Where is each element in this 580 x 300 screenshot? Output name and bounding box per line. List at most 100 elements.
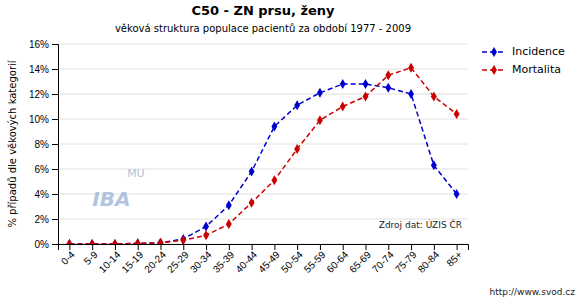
grid-line bbox=[58, 144, 468, 145]
y-tick: 8% bbox=[35, 139, 58, 150]
x-tick-mark bbox=[457, 244, 458, 250]
y-tick-mark bbox=[52, 144, 58, 145]
watermark: IBA bbox=[92, 187, 130, 211]
x-tick-label: 65-69 bbox=[347, 249, 373, 275]
series-line bbox=[69, 84, 456, 244]
legend-item: Mortalita bbox=[482, 63, 561, 76]
x-tick-mark bbox=[138, 244, 139, 250]
grid-line bbox=[58, 119, 468, 120]
x-tick: 50-54 bbox=[279, 244, 305, 275]
y-axis-line bbox=[52, 45, 59, 245]
watermark: MU bbox=[127, 167, 145, 180]
point bbox=[158, 238, 164, 244]
x-tick-mark bbox=[161, 244, 162, 250]
y-tick-label: 14% bbox=[29, 64, 49, 75]
y-tick: 14% bbox=[29, 64, 58, 75]
x-tick: 75-79 bbox=[393, 244, 419, 275]
y-tick-mark bbox=[52, 169, 58, 170]
x-tick-label: 40-44 bbox=[233, 249, 259, 275]
y-tick: 0% bbox=[35, 239, 58, 250]
x-tick: 15-19 bbox=[119, 244, 145, 275]
x-tick-mark bbox=[92, 244, 93, 250]
legend-label: Mortalita bbox=[512, 63, 561, 76]
point bbox=[408, 63, 414, 73]
y-tick-label: 4% bbox=[35, 189, 50, 200]
x-tick: 40-44 bbox=[233, 244, 259, 275]
point bbox=[317, 88, 323, 98]
x-tick-label: 55-59 bbox=[302, 249, 328, 275]
x-tick: 25-29 bbox=[165, 244, 191, 275]
x-tick-mark bbox=[366, 244, 367, 250]
url-note: http://www.svod.cz bbox=[490, 287, 576, 297]
x-axis: 0-45-910-1415-1920-2425-2930-3435-3940-4… bbox=[59, 244, 469, 275]
x-tick-label: 50-54 bbox=[279, 249, 305, 275]
point bbox=[271, 121, 277, 131]
series bbox=[66, 63, 459, 244]
point bbox=[226, 200, 232, 210]
y-tick: 6% bbox=[35, 164, 58, 175]
y-tick-mark bbox=[52, 219, 58, 220]
x-tick: 65-69 bbox=[347, 244, 373, 275]
point bbox=[249, 198, 255, 208]
y-tick-mark bbox=[52, 194, 58, 195]
x-tick-mark bbox=[115, 244, 116, 250]
x-tick-mark bbox=[434, 244, 435, 250]
point bbox=[112, 239, 118, 244]
chart: C50 - ZN prsu, ženy věková struktura popu… bbox=[0, 0, 580, 300]
y-tick-label: 16% bbox=[29, 39, 49, 50]
point bbox=[385, 70, 391, 80]
x-tick: 35-39 bbox=[211, 244, 237, 275]
plot: 0%2%4%6%8%10%12%14%16%0-45-910-1415-1920… bbox=[7, 39, 469, 275]
x-tick: 30-34 bbox=[188, 244, 214, 275]
x-tick-mark bbox=[274, 244, 275, 250]
series-layer bbox=[66, 63, 459, 244]
point bbox=[89, 239, 95, 244]
source-note: Zdroj dat: ÚZIS ČR bbox=[379, 219, 462, 230]
subtitle: věková struktura populace pacientů za ob… bbox=[115, 23, 411, 34]
y-tick: 2% bbox=[35, 214, 58, 225]
y-tick-label: 8% bbox=[35, 139, 50, 150]
legend-marker bbox=[491, 47, 497, 57]
x-tick-label: 0-4 bbox=[59, 249, 77, 267]
x-tick-mark bbox=[320, 244, 321, 250]
x-tick: 0-4 bbox=[59, 244, 77, 267]
point bbox=[89, 239, 95, 244]
x-tick-mark bbox=[343, 244, 344, 250]
y-tick: 4% bbox=[35, 189, 58, 200]
x-tick-mark bbox=[411, 244, 412, 250]
x-tick-label: 5-9 bbox=[82, 249, 100, 267]
x-tick-mark bbox=[229, 244, 230, 250]
x-tick: 55-59 bbox=[302, 244, 328, 275]
point bbox=[294, 144, 300, 154]
point bbox=[135, 238, 141, 244]
point bbox=[226, 219, 232, 229]
point bbox=[180, 235, 186, 244]
x-tick: 80-84 bbox=[416, 244, 442, 275]
x-tick: 85+ bbox=[444, 244, 464, 269]
x-tick-label: 35-39 bbox=[211, 249, 237, 275]
grid-line bbox=[58, 94, 468, 95]
y-tick-label: 12% bbox=[29, 89, 49, 100]
point bbox=[431, 91, 437, 101]
legend: IncidenceMortalita bbox=[482, 45, 565, 76]
point bbox=[385, 83, 391, 93]
x-tick-mark bbox=[69, 244, 70, 250]
point bbox=[340, 101, 346, 111]
point bbox=[112, 239, 118, 244]
x-tick-mark bbox=[183, 244, 184, 250]
y-tick: 10% bbox=[29, 114, 58, 125]
x-tick-label: 80-84 bbox=[416, 249, 442, 275]
legend-marker bbox=[491, 65, 497, 75]
y-tick-label: 2% bbox=[35, 214, 50, 225]
x-tick-label: 20-24 bbox=[142, 249, 168, 275]
x-tick: 45-49 bbox=[256, 244, 282, 275]
point bbox=[454, 189, 460, 199]
y-tick-label: 0% bbox=[35, 239, 50, 250]
y-tick: 16% bbox=[29, 39, 58, 50]
y-tick-mark bbox=[52, 119, 58, 120]
title: C50 - ZN prsu, ženy bbox=[191, 3, 335, 18]
x-axis-line bbox=[59, 245, 469, 251]
x-tick-label: 75-79 bbox=[393, 249, 419, 275]
x-tick-label: 70-74 bbox=[370, 249, 396, 275]
x-tick-mark bbox=[388, 244, 389, 250]
